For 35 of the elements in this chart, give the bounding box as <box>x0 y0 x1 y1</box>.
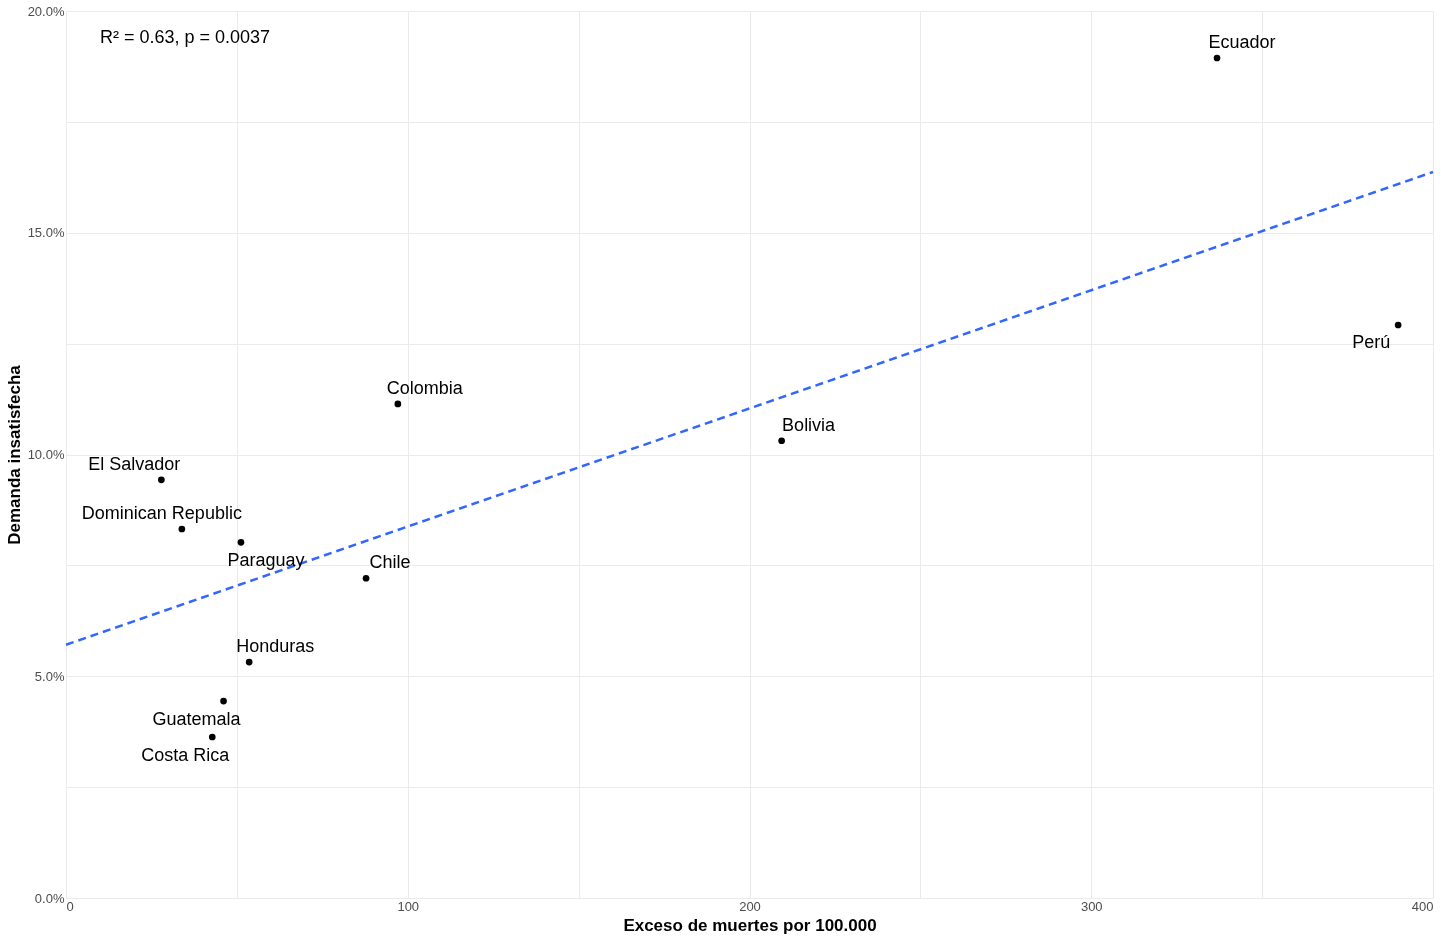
point <box>394 400 402 408</box>
annotation: Perú <box>1352 332 1391 352</box>
y-tick-label: 10.0% <box>27 447 65 462</box>
point <box>220 697 227 705</box>
annotation: Ecuador <box>1208 32 1276 53</box>
x-tick-label: 200 <box>739 898 761 914</box>
point <box>1394 321 1402 329</box>
x-tick-label: 0 <box>66 898 74 914</box>
annotation: Paraguay <box>227 550 305 571</box>
point <box>245 658 253 666</box>
point <box>208 733 216 741</box>
annotation: Costa Rica <box>141 745 231 766</box>
x-axis-title: Exceso de muertes por 100.000 <box>623 915 877 935</box>
annotation: Chile <box>369 552 411 573</box>
x-tick-label: 300 <box>1080 898 1103 914</box>
annotation: R² = 0.63, p = 0.0037 <box>100 27 271 47</box>
annotation: Honduras <box>236 636 315 657</box>
x-tick-label: 400 <box>1411 898 1434 914</box>
x-tick-label: 100 <box>397 898 420 914</box>
y-axis-title: Demanda insatisfecha <box>4 364 24 545</box>
point <box>778 437 785 445</box>
point <box>178 525 186 533</box>
y-tick-label: 5.0% <box>34 668 65 684</box>
point <box>157 476 165 484</box>
annotation: Guatemala <box>152 709 242 730</box>
annotation: El Salvador <box>88 453 181 474</box>
annotation: Dominican Republic <box>81 503 242 524</box>
annotation: Bolivia <box>782 414 837 435</box>
y-tick-label: 15.0% <box>27 225 65 241</box>
y-tick-label: 0.0% <box>34 890 65 906</box>
point <box>237 538 245 546</box>
point <box>362 574 370 582</box>
annotation: Colombia <box>386 377 464 398</box>
y-tick-label: 20.0% <box>27 3 65 19</box>
point <box>1213 54 1221 62</box>
